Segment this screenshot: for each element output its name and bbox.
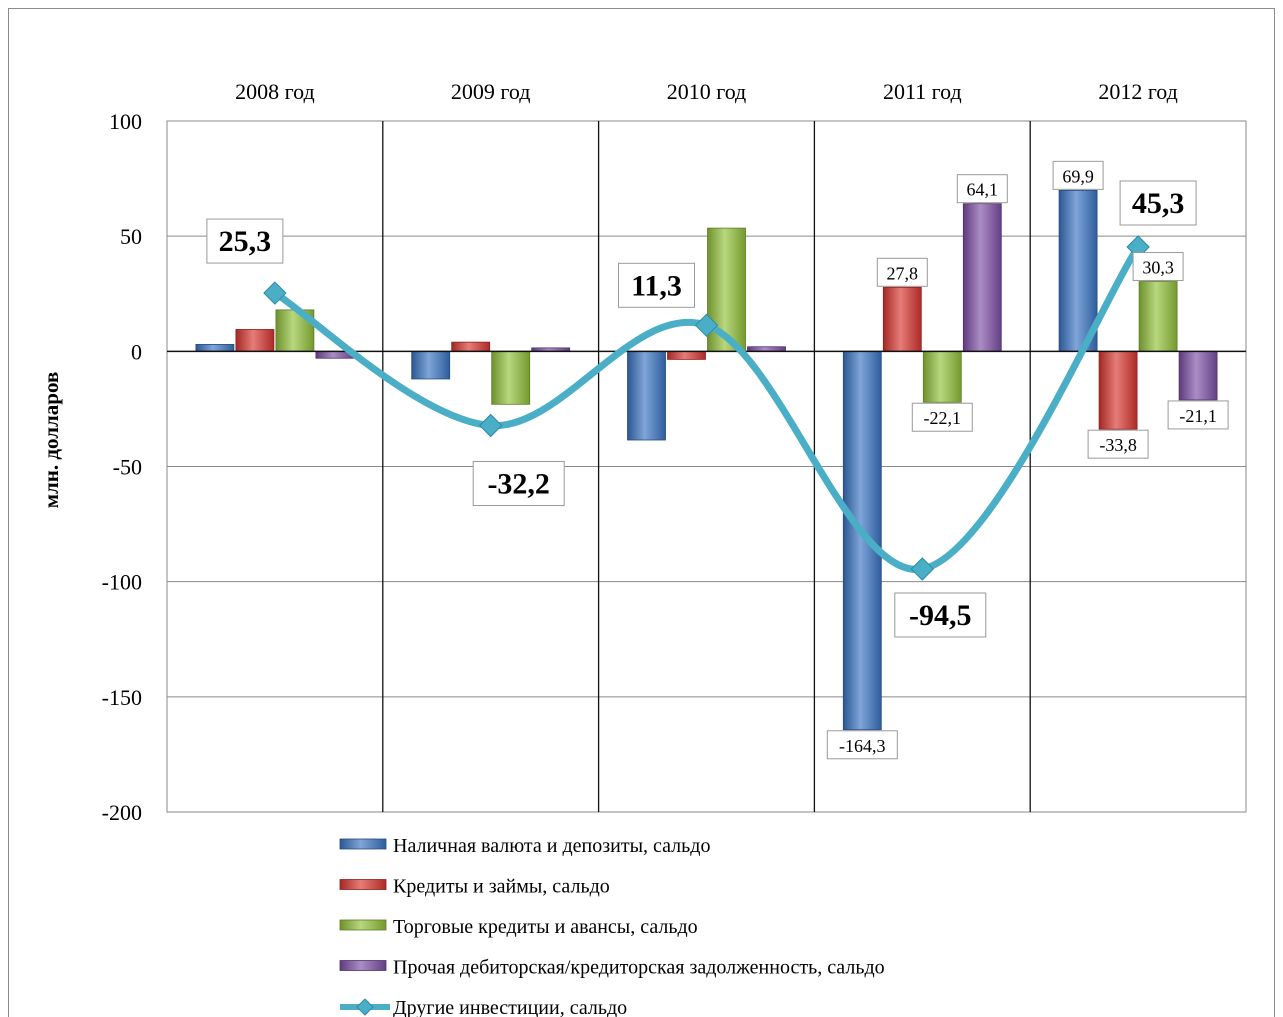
bar-data-label: -21,1 xyxy=(1179,406,1217,426)
bar xyxy=(1058,189,1098,352)
y-tick-label: 0 xyxy=(131,339,142,364)
data-labels: -164,3 69,9 27,8 -33,8 -22,1 30,3 64,1 -21,1 25,… xyxy=(206,160,1229,760)
axes: 100 50 0 -50 -100 -150 -200 2008 год 2009 год 201… xyxy=(102,79,1246,825)
y-tick-label: -50 xyxy=(113,455,142,480)
line-marker xyxy=(694,313,719,338)
bar xyxy=(195,344,235,352)
data-label-box xyxy=(956,174,1008,204)
line-series-path xyxy=(271,243,1142,573)
line-marker xyxy=(263,281,287,305)
bar xyxy=(1178,350,1218,401)
line-data-label: 25,3 xyxy=(219,225,272,258)
line-data-label: -94,5 xyxy=(909,599,972,632)
bar xyxy=(235,329,275,352)
legend-swatch xyxy=(339,960,387,971)
category-label: 2011 год xyxy=(883,79,962,104)
category-label: 2012 год xyxy=(1098,79,1178,104)
y-tick-label: -200 xyxy=(102,800,142,825)
bar-data-label: 30,3 xyxy=(1142,258,1174,278)
bar xyxy=(962,203,1002,352)
data-label-box xyxy=(911,402,973,432)
bar-data-label: -22,1 xyxy=(924,408,962,428)
y-tick-label: -150 xyxy=(102,685,142,710)
category-label: 2009 год xyxy=(451,79,531,104)
legend-label: Другие инвестиции, сальдо xyxy=(393,997,627,1017)
bar-data-label: 27,8 xyxy=(887,263,919,283)
legend-swatch xyxy=(339,919,387,931)
data-label-box xyxy=(1167,400,1229,430)
category-label: 2010 год xyxy=(667,79,747,104)
line-marker xyxy=(478,413,503,438)
bars xyxy=(195,189,1218,731)
y-tick-label: 100 xyxy=(109,109,142,134)
bar xyxy=(1138,281,1178,352)
bar xyxy=(842,350,882,731)
bar-data-label: -33,8 xyxy=(1099,435,1137,455)
bar xyxy=(491,350,531,405)
line-data-label: 11,3 xyxy=(631,269,682,302)
bar-data-label: 69,9 xyxy=(1062,166,1094,186)
bar xyxy=(1098,350,1138,430)
data-label-box xyxy=(1087,429,1149,459)
bar-data-label: -164,3 xyxy=(839,736,886,756)
bar xyxy=(667,350,706,360)
data-label-box xyxy=(826,730,898,760)
line-label-box xyxy=(1119,180,1197,226)
line-data-label: 45,3 xyxy=(1132,187,1185,220)
bar xyxy=(922,350,962,403)
line-label-box xyxy=(472,461,565,507)
plot-area-border xyxy=(166,120,1247,813)
line-label-box xyxy=(618,262,695,308)
legend: Наличная валюта и депозиты, сальдо Кредит… xyxy=(339,835,885,1017)
line-marker xyxy=(910,557,935,581)
legend-label: Кредиты и займы, сальдо xyxy=(393,876,610,898)
line-label-box xyxy=(206,218,284,264)
line-label-box xyxy=(894,592,987,638)
y-tick-label: 50 xyxy=(120,224,142,249)
bar-data-label: 64,1 xyxy=(967,180,999,200)
data-label-box xyxy=(876,257,928,287)
line-series xyxy=(263,235,1150,581)
legend-swatch xyxy=(339,879,387,890)
bar xyxy=(627,350,666,441)
bar xyxy=(882,286,922,352)
legend-label: Прочая дебиторская/кредиторская задолжен… xyxy=(393,957,885,979)
data-label-box xyxy=(1132,252,1184,282)
bar xyxy=(411,350,451,380)
category-label: 2008 год xyxy=(235,79,315,104)
data-label-box xyxy=(1052,160,1104,190)
line-data-label: -32,2 xyxy=(487,468,550,501)
y-tick-label: -100 xyxy=(102,570,142,595)
legend-marker xyxy=(356,998,374,1016)
y-axis-label: млн. долларов xyxy=(39,372,63,509)
legend-swatch xyxy=(339,838,387,850)
legend-label: Наличная валюта и депозиты, сальдо xyxy=(393,835,710,857)
bar xyxy=(451,341,491,352)
legend-label: Торговые кредиты и авансы, сальдо xyxy=(393,916,698,938)
